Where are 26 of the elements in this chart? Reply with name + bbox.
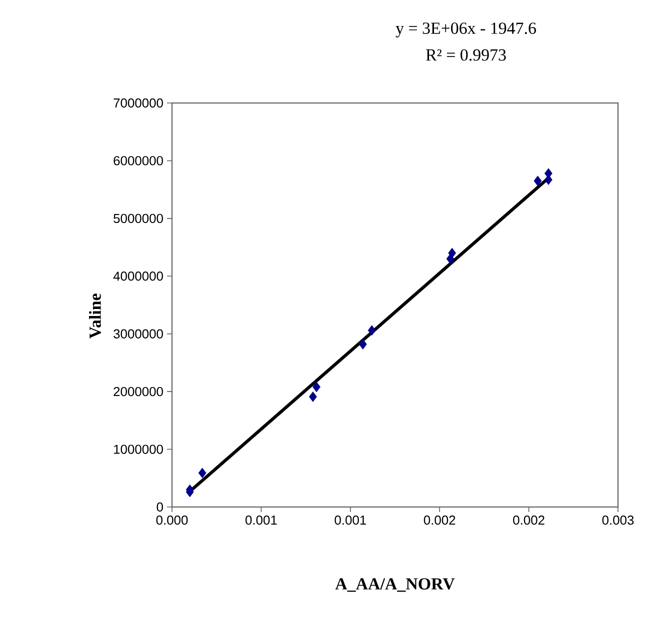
x-tick-label: 0.003 (602, 516, 634, 525)
x-tick-label: 0.001 (334, 516, 366, 525)
text: y = 3E+06x - 1947.6 (396, 22, 536, 38)
x-tick-label: 0.002 (424, 516, 456, 525)
y-tick-label: 1000000 (114, 444, 163, 454)
point (312, 382, 320, 392)
x-tick-label: 0.002 (513, 516, 544, 525)
x-tick-label: 0.000 (156, 516, 188, 525)
y-tick-label: 2000000 (114, 386, 163, 396)
y-tick-label: 0 (156, 502, 163, 512)
y-tick-label: 6000000 (114, 156, 163, 166)
text: R² = 0.9973 (426, 49, 506, 61)
point (358, 339, 367, 350)
x-tick-label: 0.001 (245, 516, 277, 525)
y-axis-title: Valine (89, 294, 101, 339)
y-tick-label: 3000000 (114, 329, 163, 338)
y-tick-label: 4000000 (113, 272, 163, 281)
point (198, 468, 206, 478)
point (368, 325, 376, 336)
point (534, 176, 542, 186)
y-tick-label: 7000000 (114, 98, 163, 108)
point (448, 248, 456, 258)
point (544, 174, 552, 185)
y-tick-label: 5000000 (114, 214, 163, 224)
x-axis-title: A_AA/A_NORV (335, 578, 455, 592)
point (308, 392, 317, 402)
